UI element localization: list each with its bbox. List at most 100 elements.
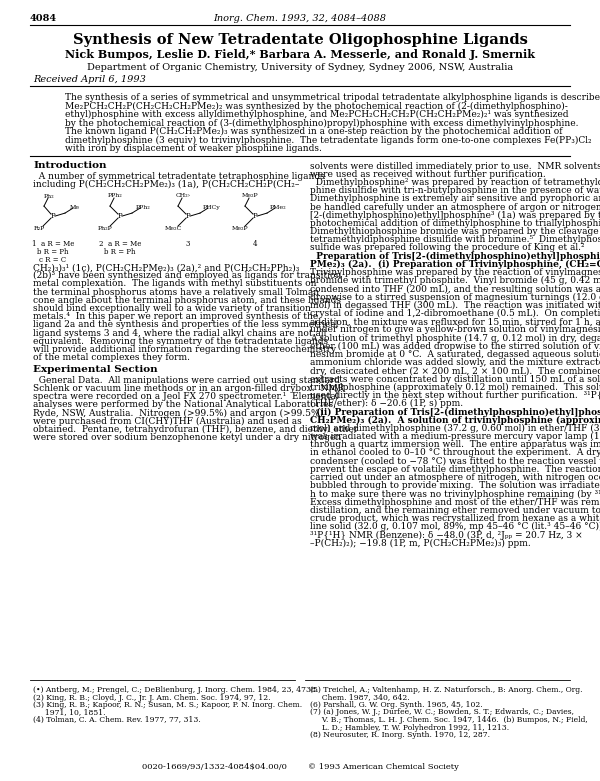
Text: spectra were recorded on a Jeol FX 270 spectrometer.¹  Elemental: spectra were recorded on a Jeol FX 270 s… [33,392,338,401]
Text: Preparation of Tris[2-(dimethylphosphino)ethyl]phosphine, P(CH₂CH₂-: Preparation of Tris[2-(dimethylphosphino… [310,251,600,261]
Text: [2-(dimethylphosphino)ethyl]phosphine³ (1a) was prepared by the: [2-(dimethylphosphino)ethyl]phosphine³ (… [310,211,600,219]
Text: PMe₂)₃ (2a).  (i) Preparation of Trivinylphosphine, (CH₂=CH)₃P.: PMe₂)₃ (2a). (i) Preparation of Trivinyl… [310,260,600,269]
Text: CH₂PMe₂)₃ (2a).  A solution of trivinylphosphine (approximately 0.12: CH₂PMe₂)₃ (2a). A solution of trivinylph… [310,415,600,425]
Text: obtained.  Pentane, tetrahydrofuran (THF), benzene, and diethyl ether: obtained. Pentane, tetrahydrofuran (THF)… [33,425,358,434]
Text: was irradiated with a medium-pressure mercury vapor lamp (125 W): was irradiated with a medium-pressure me… [310,432,600,441]
Text: tetramethyldiphosphine disulfide with bromine.⁵  Dimethylphosphine: tetramethyldiphosphine disulfide with br… [310,235,600,244]
Text: (•) Antberg, M.; Prengel, C.; DeBlienburg, J. Inorg. Chem. 1984, 23, 4738.: (•) Antberg, M.; Prengel, C.; DeBlienbur… [33,686,318,694]
Text: used directly in the next step without further purification.  ³¹P{¹H} NMR: used directly in the next step without f… [310,391,600,400]
Text: PMe₂: PMe₂ [269,205,286,209]
Text: (2b)³ have been synthesized and employed as ligands for transition: (2b)³ have been synthesized and employed… [33,271,341,280]
Text: P: P [50,212,55,220]
Text: P: P [253,212,257,220]
Text: by the photochemical reaction of (3-(dimethylphosphino)propyl)phosphine with exc: by the photochemical reaction of (3-(dim… [65,119,578,127]
Text: line solid (32.0 g, 0.107 mol, 89%, mp 45–46 °C (lit.³ 45–46 °C)).: line solid (32.0 g, 0.107 mol, 89%, mp 4… [310,522,600,531]
Text: (6) Parshall, G. W. Org. Synth. 1965, 45, 102.: (6) Parshall, G. W. Org. Synth. 1965, 45… [310,701,482,709]
Text: 4: 4 [253,240,257,248]
Text: including P(CH₂CH₂CH₂PMe₂)₃ (1a), P(CH₂CH₂CH₂P(CH₂–: including P(CH₂CH₂CH₂PMe₂)₃ (1a), P(CH₂C… [33,180,299,189]
Text: distillation, and the remaining ether removed under vacuum to give the: distillation, and the remaining ether re… [310,506,600,515]
Text: Me₂PCH₂CH₂P(CH₂CH₂CH₂PMe₂)₂ was synthesized by the photochemical reaction of (2-: Me₂PCH₂CH₂P(CH₂CH₂CH₂PMe₂)₂ was synthesi… [65,102,568,111]
Text: Dimethylthiophosphine bromide was prepared by the cleavage of: Dimethylthiophosphine bromide was prepar… [310,227,600,236]
Text: prevent the escape of volatile dimethylphosphine.  The reaction was: prevent the escape of volatile dimethylp… [310,465,600,474]
Text: of the metal complexes they form.: of the metal complexes they form. [33,353,190,362]
Text: Ryde, NSW, Australia.  Nitrogen (>99.5%) and argon (>99.5%): Ryde, NSW, Australia. Nitrogen (>99.5%) … [33,408,323,418]
Text: PPh₂: PPh₂ [107,193,122,198]
Text: Schlenk or vacuum line methods or in an argon-filled drybox.  NMR: Schlenk or vacuum line methods or in an … [33,384,344,393]
Text: dimethylphosphine (3 equiv) to trivinylphosphine.  The tetradentate ligands form: dimethylphosphine (3 equiv) to trivinylp… [65,135,592,144]
Text: 3: 3 [186,240,190,248]
Text: phine disulfide with tri-n-butylphosphine in the presence of water.: phine disulfide with tri-n-butylphosphin… [310,186,600,195]
Text: P: P [118,212,122,220]
Text: through a quartz immersion well.  The entire apparatus was immersed: through a quartz immersion well. The ent… [310,440,600,449]
Text: mol) and dimethylphosphine (37.2 g, 0.60 mol) in ether/THF (300 mL): mol) and dimethylphosphine (37.2 g, 0.60… [310,424,600,433]
Text: Experimental Section: Experimental Section [33,366,158,375]
Text: ether (100 mL) was added dropwise to the stirred solution of vinylmag-: ether (100 mL) was added dropwise to the… [310,342,600,351]
Text: ammonium chloride was added slowly, and the mixture extracted with: ammonium chloride was added slowly, and … [310,358,600,367]
Text: 1971, 10, 1851.: 1971, 10, 1851. [33,708,106,716]
Text: mol) in degassed THF (300 mL).  The reaction was initiated with a: mol) in degassed THF (300 mL). The react… [310,301,600,310]
Text: sulfide was prepared following the procedure of King et al.²: sulfide was prepared following the proce… [310,244,584,252]
Text: were used as received without further purification.: were used as received without further pu… [310,169,546,179]
Text: Introduction: Introduction [33,162,107,170]
Text: Me: Me [70,205,80,209]
Text: CH₂›: CH₂› [175,193,191,198]
Text: Received April 6, 1993: Received April 6, 1993 [33,75,146,84]
Text: dry, desiccated ether (2 × 200 mL, 2 × 100 mL).  The combined ether: dry, desiccated ether (2 × 200 mL, 2 × 1… [310,366,600,376]
Text: Me₂C: Me₂C [164,226,182,230]
Text: in ethanol cooled to 0–10 °C throughout the experiment.  A dry ice: in ethanol cooled to 0–10 °C throughout … [310,448,600,458]
Text: should bind exceptionally well to a wide variety of transition: should bind exceptionally well to a wide… [33,304,311,313]
Text: Excess dimethylphosphine and most of the ether/THF was removed by: Excess dimethylphosphine and most of the… [310,497,600,507]
Text: Me₂P: Me₂P [232,226,248,230]
Text: 4084: 4084 [30,14,57,23]
Text: ³¹P{¹H} NMR (Benzene): δ −48.0 (3P, d, ²Jₚₚ = 20.7 Hz, 3 ×: ³¹P{¹H} NMR (Benzene): δ −48.0 (3P, d, ²… [310,530,583,540]
Text: b R = Ph: b R = Ph [37,248,69,256]
Text: ligand systems 3 and 4, where the radial alkyl chains are not all: ligand systems 3 and 4, where the radial… [33,329,326,337]
Text: V. B.; Thomas, L. H. J. Chem. Soc. 1947, 1446.  (b) Bumpos, N.; Field,: V. B.; Thomas, L. H. J. Chem. Soc. 1947,… [310,716,588,724]
Text: ligand 2a and the synthesis and properties of the less symmetrical: ligand 2a and the synthesis and properti… [33,320,338,330]
Text: h to make sure there was no trivinylphosphine remaining (by ³¹P NMR).: h to make sure there was no trivinylphos… [310,490,600,498]
Text: metals.⁴  In this paper we report an improved synthesis of the: metals.⁴ In this paper we report an impr… [33,312,318,321]
Text: Ph₂: Ph₂ [44,194,55,198]
Text: addition, the mixture was refluxed for 15 min, stirred for 1 h, and filtered: addition, the mixture was refluxed for 1… [310,317,600,326]
Text: A number of symmetrical tetradentate tetraphosphine ligands: A number of symmetrical tetradentate tet… [33,172,325,180]
Text: trivinylphosphine (approximately 0.12 mol) remained.  This solution was: trivinylphosphine (approximately 0.12 mo… [310,383,600,392]
Text: P: P [185,212,190,220]
Text: Chem. 1987, 340, 642.: Chem. 1987, 340, 642. [310,694,410,701]
Text: 1  a R = Me: 1 a R = Me [32,240,74,248]
Text: ethyl)phosphine with excess allyldimethylphosphine, and Me₂PCH₂CH₂CH₂P(CH₂CH₂PMe: ethyl)phosphine with excess allyldimethy… [65,110,569,119]
Text: (THF/ether): δ −20.6 (1P, s) ppm.: (THF/ether): δ −20.6 (1P, s) ppm. [310,399,463,408]
Text: –P(CH₂)₂); −19.8 (1P, m, P(CH₂CH₂PMe₂)₃) ppm.: –P(CH₂)₂); −19.8 (1P, m, P(CH₂CH₂PMe₂)₃)… [310,539,531,547]
Text: were purchased from CI(CHY)THF (Australia) and used as: were purchased from CI(CHY)THF (Australi… [33,417,302,426]
Text: equivalent.  Removing the symmetry of the tetradentate ligands: equivalent. Removing the symmetry of the… [33,337,328,346]
Text: Synthesis of New Tetradentate Oligophosphine Ligands: Synthesis of New Tetradentate Oligophosp… [73,33,527,47]
Text: R₂P: R₂P [34,226,44,230]
Text: Trivinylphosphine was prepared by the reaction of vinylmagnesium: Trivinylphosphine was prepared by the re… [310,268,600,277]
Text: b R = Ph: b R = Ph [104,248,136,256]
Text: (7) (a) Jones, W. J.; Durfee, W. C.; Bowden, S. T.; Edwards, C.; Davies,: (7) (a) Jones, W. J.; Durfee, W. C.; Bow… [310,708,574,716]
Text: under nitrogen to give a yellow-brown solution of vinylmagnesium bromide.: under nitrogen to give a yellow-brown so… [310,326,600,334]
Text: Dimethylphosphine² was prepared by reaction of tetramethyldiphos-: Dimethylphosphine² was prepared by react… [310,178,600,187]
Text: (8) Neurosuter, R. Inorg. Synth. 1970, 12, 287.: (8) Neurosuter, R. Inorg. Synth. 1970, 1… [310,731,490,739]
Text: Department of Organic Chemistry, University of Sydney, Sydney 2006, NSW, Austral: Department of Organic Chemistry, Univers… [87,63,513,72]
Text: (2) King, R. B.; Cloyd, J. C., Jr. J. Am. Chem. Soc. 1974, 97, 12.: (2) King, R. B.; Cloyd, J. C., Jr. J. Am… [33,694,271,701]
Text: solvents were distilled immediately prior to use.  NMR solvents (Merck): solvents were distilled immediately prio… [310,162,600,170]
Text: dropwise to a stirred suspension of magnesium turnings (12.0 g, 0.49: dropwise to a stirred suspension of magn… [310,293,600,301]
Text: (5) Treichel, A.; Valtenhamp, H. Z. Naturforsch., B: Anorg. Chem., Org.: (5) Treichel, A.; Valtenhamp, H. Z. Natu… [310,686,583,694]
Text: crystal of iodine and 1,2-dibromoethane (0.5 mL).  On completion of the: crystal of iodine and 1,2-dibromoethane … [310,309,600,318]
Text: the terminal phosphorus atoms have a relatively small Tolman: the terminal phosphorus atoms have a rel… [33,287,319,297]
Text: condensed into THF (200 mL), and the resulting solution was added: condensed into THF (200 mL), and the res… [310,284,600,294]
Text: The known ligand P(CH₂CH₂PMe₂)₃ was synthesized in a one-step reaction by the ph: The known ligand P(CH₂CH₂PMe₂)₃ was synt… [65,127,563,136]
Text: (4) Tolman, C. A. Chem. Rev. 1977, 77, 313.: (4) Tolman, C. A. Chem. Rev. 1977, 77, 3… [33,716,201,724]
Text: carried out under an atmosphere of nitrogen, with nitrogen occasionally: carried out under an atmosphere of nitro… [310,473,600,482]
Text: 0020-1669/93/1332-4084$04.00/0        © 1993 American Chemical Society: 0020-1669/93/1332-4084$04.00/0 © 1993 Am… [142,763,458,771]
Text: PPh₂: PPh₂ [136,205,151,209]
Text: cone angle about the terminal phosphorus atom, and these ligands: cone angle about the terminal phosphorus… [33,296,341,305]
Text: bromide with trimethyl phosphite.  Vinyl bromide (45 g, 0.42 mol) was: bromide with trimethyl phosphite. Vinyl … [310,276,600,285]
Text: were stored over sodium benzophenone ketyl under a dry nitrogen: were stored over sodium benzophenone ket… [33,433,341,442]
Text: analyses were performed by the National Analytical Laboratories,: analyses were performed by the National … [33,401,336,409]
Text: (3) King, R. B.; Kapoor, R. N.; Susan, M. S.; Kapoor, P. N. Inorg. Chem.: (3) King, R. B.; Kapoor, R. N.; Susan, M… [33,701,302,709]
Text: Nick Bumpos, Leslie D. Field,* Barbara A. Messerle, and Ronald J. Smernik: Nick Bumpos, Leslie D. Field,* Barbara A… [65,49,535,60]
Text: photochemical addition of dimethylphosphine to triallylphosphine.⁴: photochemical addition of dimethylphosph… [310,219,600,228]
Text: will provide additional information regarding the stereochemistry: will provide additional information rega… [33,345,336,354]
Text: Ph₂P: Ph₂P [98,226,112,230]
